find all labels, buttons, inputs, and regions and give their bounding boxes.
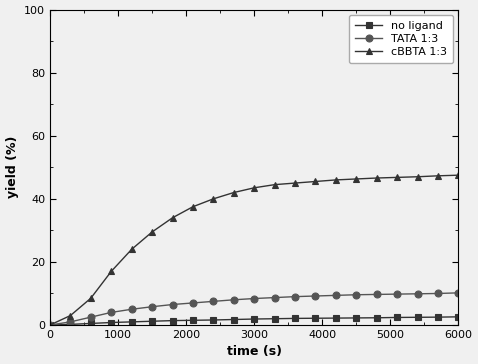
no ligand bbox=[415, 315, 421, 320]
no ligand bbox=[272, 317, 278, 321]
no ligand bbox=[67, 322, 73, 327]
TATA 1:3 bbox=[313, 294, 318, 298]
no ligand bbox=[394, 315, 400, 320]
cBBTA 1:3 bbox=[415, 175, 421, 179]
no ligand bbox=[435, 315, 441, 319]
TATA 1:3 bbox=[353, 293, 359, 297]
cBBTA 1:3 bbox=[374, 176, 380, 180]
no ligand bbox=[231, 317, 237, 322]
TATA 1:3 bbox=[109, 310, 114, 314]
Line: TATA 1:3: TATA 1:3 bbox=[46, 289, 462, 328]
no ligand bbox=[292, 316, 298, 321]
Line: no ligand: no ligand bbox=[47, 314, 461, 328]
cBBTA 1:3 bbox=[47, 323, 53, 327]
TATA 1:3 bbox=[190, 301, 196, 305]
TATA 1:3 bbox=[374, 292, 380, 297]
no ligand bbox=[353, 316, 359, 320]
cBBTA 1:3 bbox=[272, 182, 278, 187]
no ligand bbox=[210, 318, 216, 322]
no ligand bbox=[47, 323, 53, 327]
cBBTA 1:3 bbox=[251, 186, 257, 190]
no ligand bbox=[149, 319, 155, 324]
TATA 1:3 bbox=[272, 296, 278, 300]
cBBTA 1:3 bbox=[190, 205, 196, 209]
TATA 1:3 bbox=[67, 320, 73, 324]
TATA 1:3 bbox=[170, 302, 175, 307]
cBBTA 1:3 bbox=[292, 181, 298, 185]
cBBTA 1:3 bbox=[129, 247, 134, 252]
TATA 1:3 bbox=[231, 298, 237, 302]
cBBTA 1:3 bbox=[67, 313, 73, 318]
no ligand bbox=[129, 320, 134, 324]
TATA 1:3 bbox=[333, 293, 339, 297]
no ligand bbox=[456, 314, 461, 319]
no ligand bbox=[88, 321, 94, 326]
Legend: no ligand, TATA 1:3, cBBTA 1:3: no ligand, TATA 1:3, cBBTA 1:3 bbox=[349, 15, 453, 63]
cBBTA 1:3 bbox=[394, 175, 400, 179]
TATA 1:3 bbox=[210, 299, 216, 304]
TATA 1:3 bbox=[394, 292, 400, 296]
TATA 1:3 bbox=[456, 291, 461, 295]
no ligand bbox=[190, 318, 196, 323]
no ligand bbox=[109, 320, 114, 325]
X-axis label: time (s): time (s) bbox=[227, 345, 282, 359]
TATA 1:3 bbox=[415, 292, 421, 296]
cBBTA 1:3 bbox=[333, 178, 339, 182]
cBBTA 1:3 bbox=[109, 269, 114, 274]
cBBTA 1:3 bbox=[88, 296, 94, 300]
TATA 1:3 bbox=[149, 305, 155, 309]
cBBTA 1:3 bbox=[313, 179, 318, 184]
no ligand bbox=[251, 317, 257, 321]
cBBTA 1:3 bbox=[170, 215, 175, 220]
TATA 1:3 bbox=[251, 296, 257, 301]
TATA 1:3 bbox=[47, 323, 53, 327]
no ligand bbox=[170, 318, 175, 323]
no ligand bbox=[333, 316, 339, 320]
cBBTA 1:3 bbox=[435, 174, 441, 178]
cBBTA 1:3 bbox=[456, 173, 461, 177]
Line: cBBTA 1:3: cBBTA 1:3 bbox=[46, 172, 462, 328]
Y-axis label: yield (%): yield (%) bbox=[6, 136, 19, 198]
cBBTA 1:3 bbox=[353, 177, 359, 181]
no ligand bbox=[374, 316, 380, 320]
TATA 1:3 bbox=[292, 294, 298, 299]
no ligand bbox=[313, 316, 318, 320]
cBBTA 1:3 bbox=[231, 190, 237, 195]
TATA 1:3 bbox=[435, 291, 441, 296]
TATA 1:3 bbox=[88, 315, 94, 319]
cBBTA 1:3 bbox=[210, 197, 216, 201]
cBBTA 1:3 bbox=[149, 230, 155, 234]
TATA 1:3 bbox=[129, 307, 134, 312]
